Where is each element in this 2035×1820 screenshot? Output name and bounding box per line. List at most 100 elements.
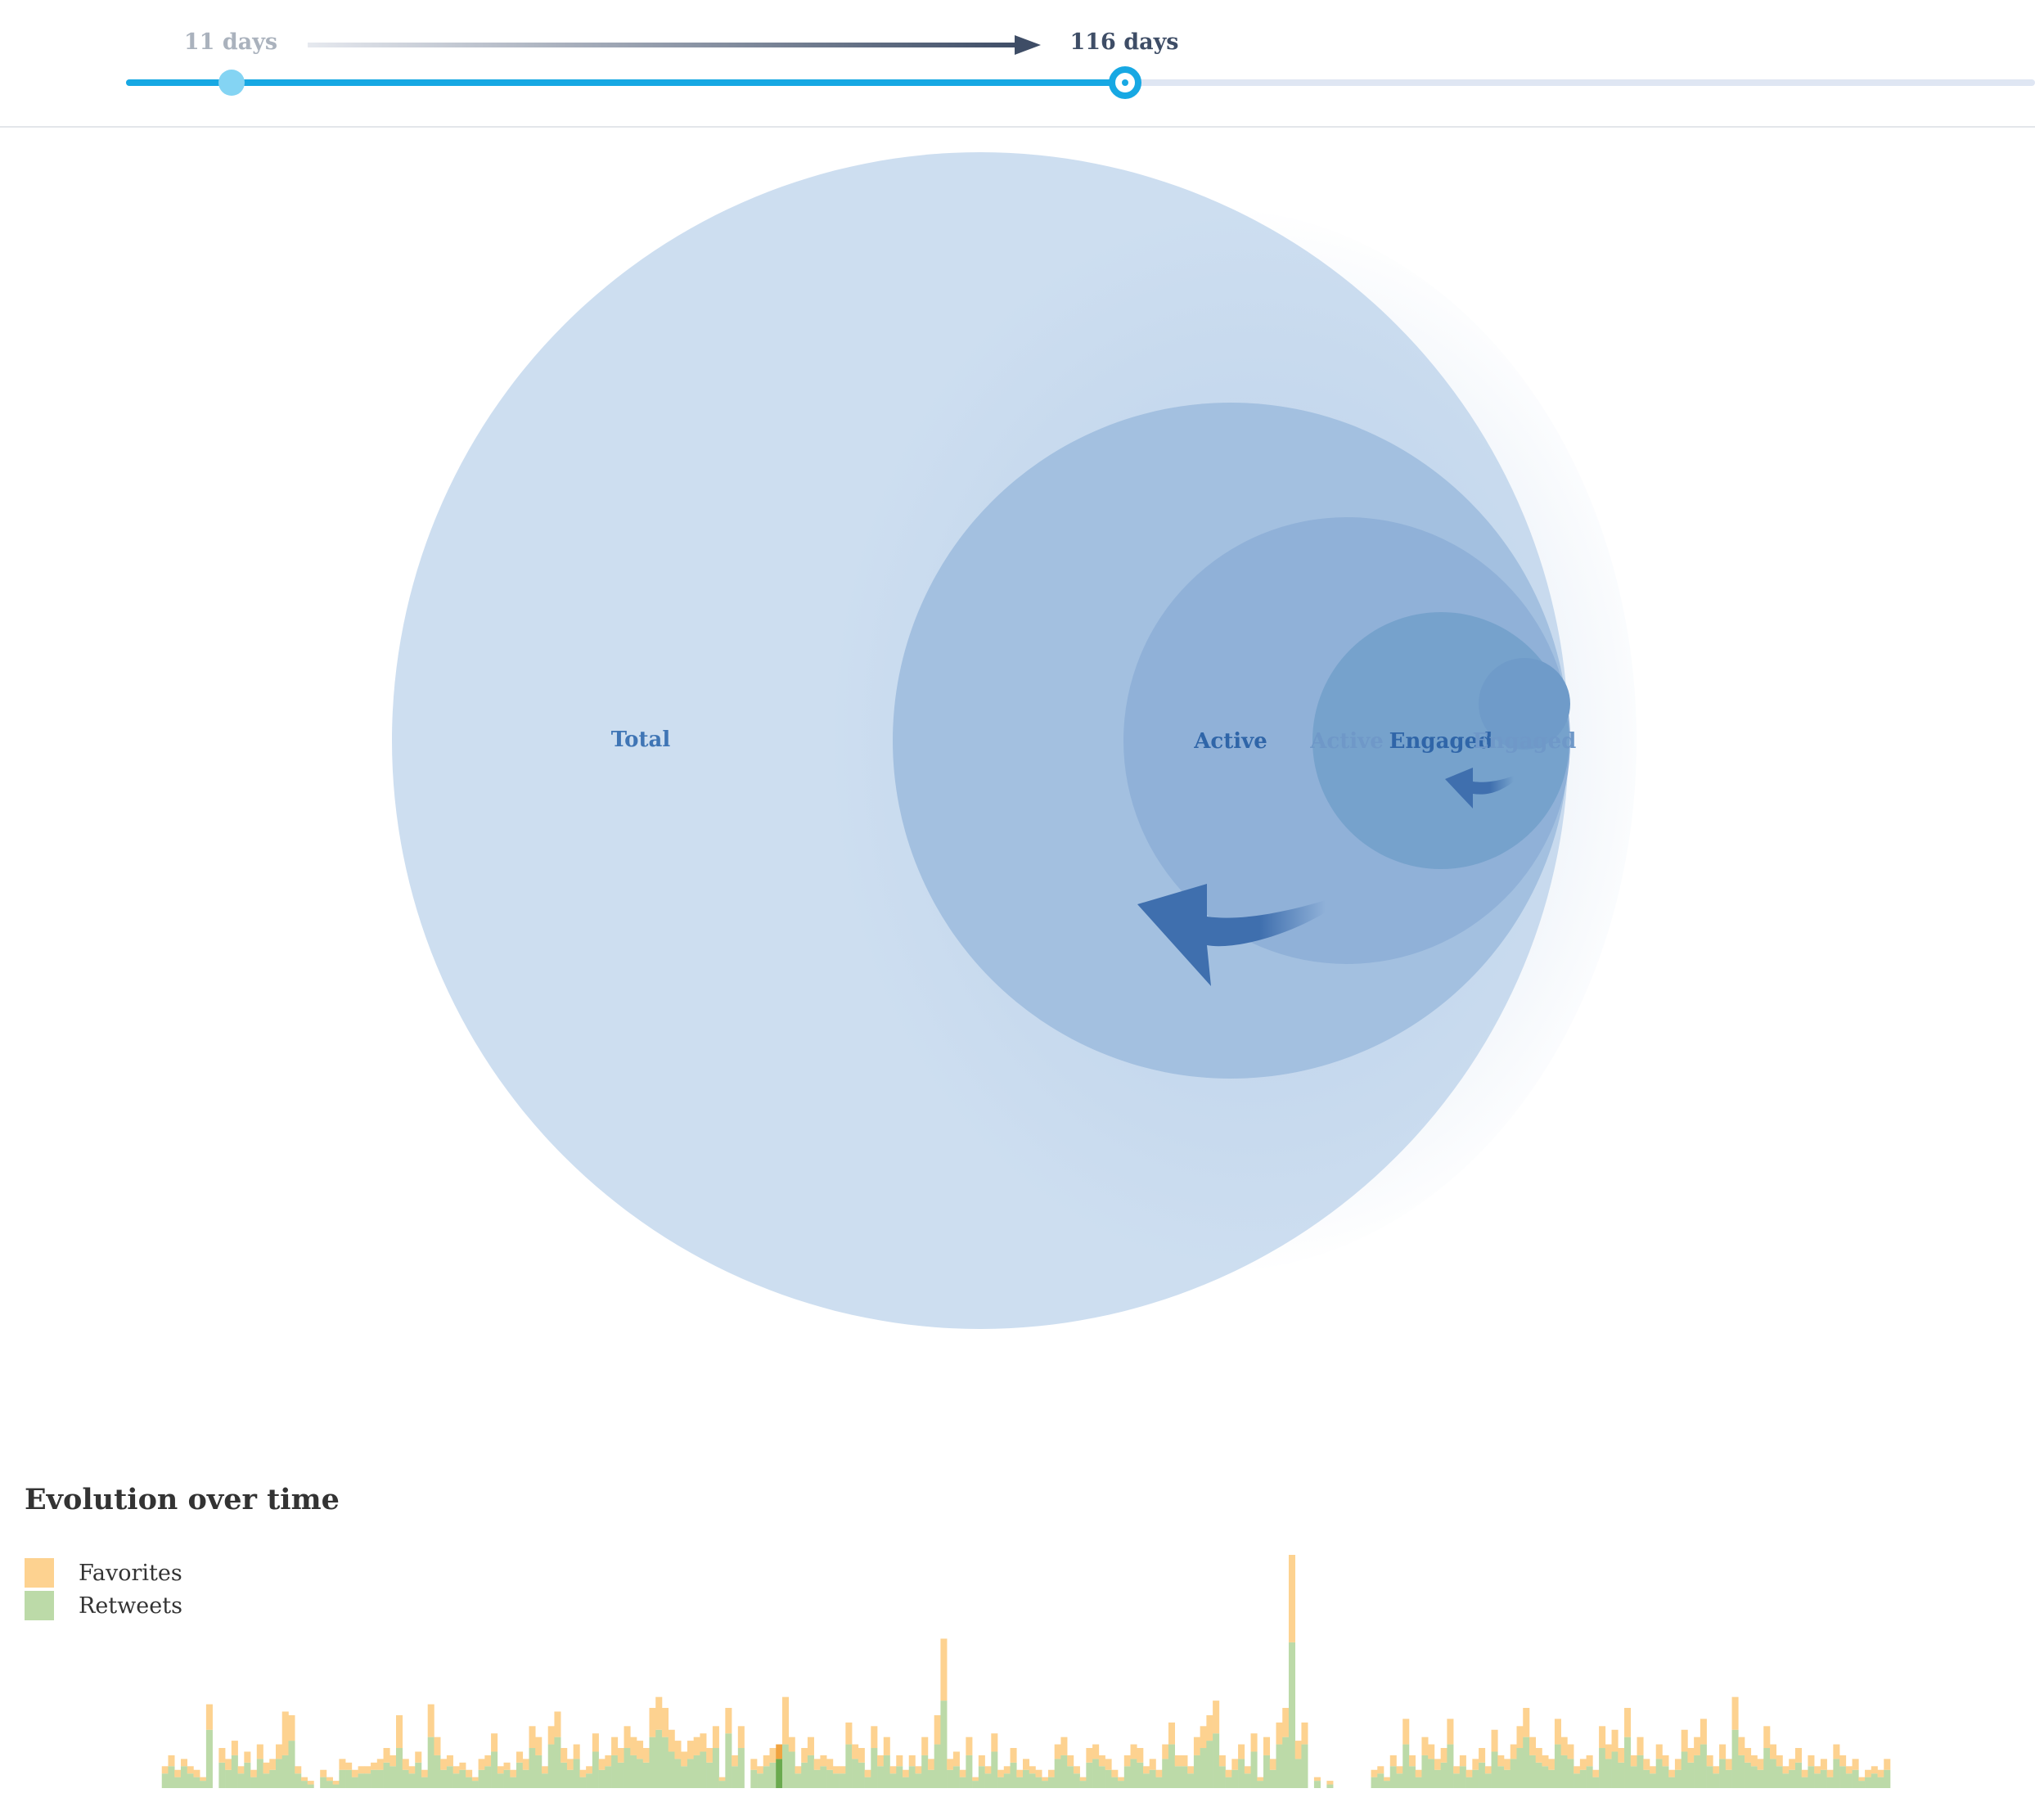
bar-favorites[interactable] [1706,1755,1713,1767]
bar-retweets[interactable] [503,1769,511,1788]
bar-retweets[interactable] [1865,1777,1872,1788]
bar-retweets[interactable] [1769,1759,1777,1789]
bar-favorites[interactable] [1067,1755,1074,1767]
bar-favorites[interactable] [478,1759,485,1770]
bar-favorites[interactable] [1149,1759,1156,1770]
bar-retweets[interactable] [1047,1777,1055,1788]
bar-favorites[interactable] [579,1769,587,1777]
bar-favorites[interactable] [1257,1777,1264,1782]
bar-retweets[interactable] [1808,1766,1815,1788]
bar-favorites[interactable] [402,1759,409,1770]
bar-retweets[interactable] [408,1773,416,1788]
bar-favorites[interactable] [1637,1737,1644,1755]
bar-favorites[interactable] [1776,1755,1783,1767]
bar-favorites[interactable] [858,1748,865,1763]
bar-favorites[interactable] [883,1737,890,1755]
bar-retweets[interactable] [820,1766,827,1788]
bar-retweets[interactable] [1574,1773,1581,1788]
bar-favorites[interactable] [193,1769,200,1777]
bar-retweets[interactable] [396,1748,403,1788]
bar-retweets[interactable] [1213,1733,1220,1788]
bar-favorites[interactable] [288,1714,295,1741]
bar-retweets[interactable] [1276,1744,1283,1788]
bar-retweets[interactable] [231,1755,238,1788]
bar-favorites[interactable] [452,1766,460,1774]
bar-retweets[interactable] [1257,1781,1264,1788]
bar-favorites[interactable] [1143,1766,1150,1774]
bar-retweets[interactable] [1706,1766,1713,1788]
bar-favorites[interactable] [1130,1744,1137,1759]
bar-retweets[interactable] [281,1755,289,1788]
bar-favorites[interactable] [661,1708,669,1737]
bar-favorites[interactable] [231,1741,238,1755]
bar-retweets[interactable] [687,1759,694,1789]
bar-retweets[interactable] [1655,1759,1663,1789]
bar-favorites[interactable] [1016,1769,1024,1777]
bar-favorites[interactable] [1877,1769,1884,1777]
bar-favorites[interactable] [218,1748,226,1763]
bar-retweets[interactable] [700,1751,707,1788]
bar-favorites[interactable] [1700,1719,1707,1745]
bar-favorites[interactable] [1801,1769,1808,1777]
bar-favorites[interactable] [1794,1748,1802,1763]
bar-favorites[interactable] [1852,1759,1859,1770]
bar-favorites[interactable] [997,1769,1005,1777]
bar-favorites[interactable] [813,1759,821,1770]
bar-favorites[interactable] [1174,1755,1182,1767]
bar-retweets[interactable] [1586,1766,1593,1788]
bar-retweets[interactable] [237,1773,245,1788]
bar-retweets[interactable] [763,1766,770,1788]
bar-favorites[interactable] [421,1769,428,1777]
bar-favorites[interactable] [446,1755,453,1767]
bar-retweets[interactable] [1877,1777,1884,1788]
bar-favorites[interactable] [535,1737,543,1755]
bar-favorites[interactable] [1421,1737,1429,1755]
bar-favorites[interactable] [795,1766,802,1774]
bar-retweets[interactable] [605,1766,612,1788]
bar-retweets[interactable] [1187,1773,1195,1788]
bar-favorites[interactable] [1035,1769,1042,1777]
bar-retweets[interactable] [1535,1762,1542,1788]
bar-retweets[interactable] [1098,1766,1105,1788]
bar-favorites[interactable] [1789,1759,1796,1770]
bar-favorites[interactable] [1750,1755,1758,1767]
bar-favorites[interactable] [187,1766,194,1774]
bar-favorites[interactable] [1155,1769,1163,1777]
bar-retweets[interactable] [168,1766,175,1788]
bar-retweets[interactable] [1067,1766,1074,1788]
bar-favorites[interactable] [295,1766,302,1774]
bar-favorites[interactable] [1244,1766,1251,1774]
bar-favorites[interactable] [1250,1733,1258,1752]
bar-retweets[interactable] [984,1773,992,1788]
bar-retweets[interactable] [554,1737,561,1788]
bar-favorites[interactable] [1402,1719,1410,1745]
bar-favorites[interactable] [1181,1755,1188,1767]
bar-favorites[interactable] [617,1748,624,1763]
bar-retweets[interactable] [1871,1773,1878,1788]
bar-favorites[interactable] [1377,1766,1384,1774]
bar-favorites[interactable] [1384,1777,1391,1782]
bar-retweets[interactable] [706,1762,714,1788]
bar-retweets[interactable] [858,1762,865,1788]
bar-favorites[interactable] [376,1759,384,1770]
bar-favorites[interactable] [1814,1766,1821,1774]
bar-favorites[interactable] [1605,1744,1612,1759]
bar-retweets[interactable] [561,1762,568,1788]
bar-favorites[interactable] [1548,1759,1556,1770]
bar-favorites[interactable] [351,1769,358,1777]
bar-favorites[interactable] [1408,1755,1416,1767]
bar-favorites[interactable] [1745,1748,1752,1763]
bar-favorites[interactable] [757,1766,764,1774]
bar-retweets[interactable] [1643,1769,1650,1788]
bar-favorites[interactable] [276,1744,283,1759]
bar-retweets[interactable] [681,1766,688,1788]
bar-retweets[interactable] [376,1769,384,1788]
bar-favorites[interactable] [466,1769,473,1777]
slider-start-handle[interactable] [218,70,245,96]
bar-favorites[interactable] [180,1759,187,1767]
bar-retweets[interactable] [978,1766,985,1788]
bar-favorites[interactable] [674,1741,682,1759]
bar-favorites[interactable] [408,1766,416,1774]
bar-favorites[interactable] [561,1748,568,1763]
bar-favorites[interactable] [737,1726,745,1749]
